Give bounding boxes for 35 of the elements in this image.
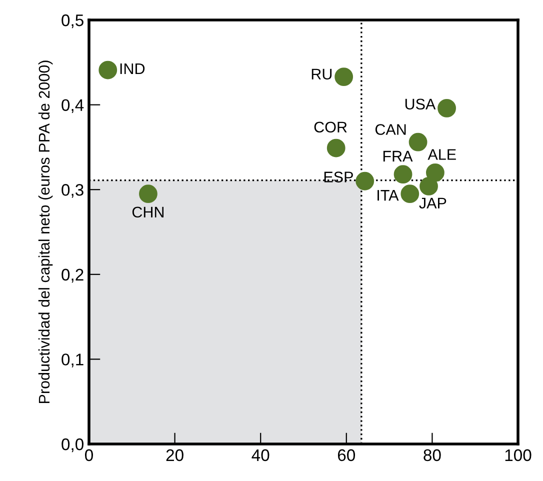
annotation: IND [120, 63, 145, 74]
annotation: RU [312, 68, 332, 80]
x-tick-label: 0 [85, 449, 93, 462]
annotation: JAP [419, 198, 446, 209]
annotation: ALE [428, 149, 456, 160]
y-tick-label: 0,0 [62, 438, 84, 452]
annotation: USA [405, 98, 436, 110]
annotation: COR [314, 122, 347, 133]
y-tick-label: 0,3 [62, 184, 84, 198]
point [408, 132, 428, 152]
x-tick-label: 100 [505, 449, 532, 462]
x-tick-label: 20 [166, 449, 184, 462]
point [420, 177, 438, 196]
point [426, 163, 444, 182]
point [438, 98, 456, 118]
annotation: CHN [132, 206, 164, 218]
point [394, 165, 412, 184]
x-tick-label: 60 [338, 449, 356, 462]
y-axis-title: Productividad del capital neto (euros PPA de 2000) [38, 60, 53, 404]
x-tick-label: 80 [424, 449, 441, 462]
annotation: ESP [324, 172, 353, 182]
annotation: CAN [375, 124, 406, 135]
annotation: ITA [378, 190, 399, 201]
point [400, 184, 420, 204]
y-tick-label: 0,2 [62, 268, 84, 283]
point [356, 172, 374, 190]
y-tick-label: 0,4 [62, 99, 84, 113]
y-tick-label: 0,5 [62, 14, 84, 28]
point [98, 60, 118, 80]
x-tick-label: 40 [252, 449, 270, 462]
y-tick-label: 0,1 [62, 354, 84, 368]
annotation: FRA [383, 150, 413, 162]
point [334, 68, 354, 86]
point [139, 184, 158, 204]
point [326, 138, 346, 158]
